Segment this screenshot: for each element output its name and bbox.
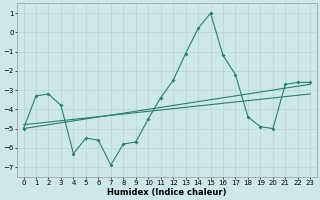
X-axis label: Humidex (Indice chaleur): Humidex (Indice chaleur) xyxy=(107,188,227,197)
